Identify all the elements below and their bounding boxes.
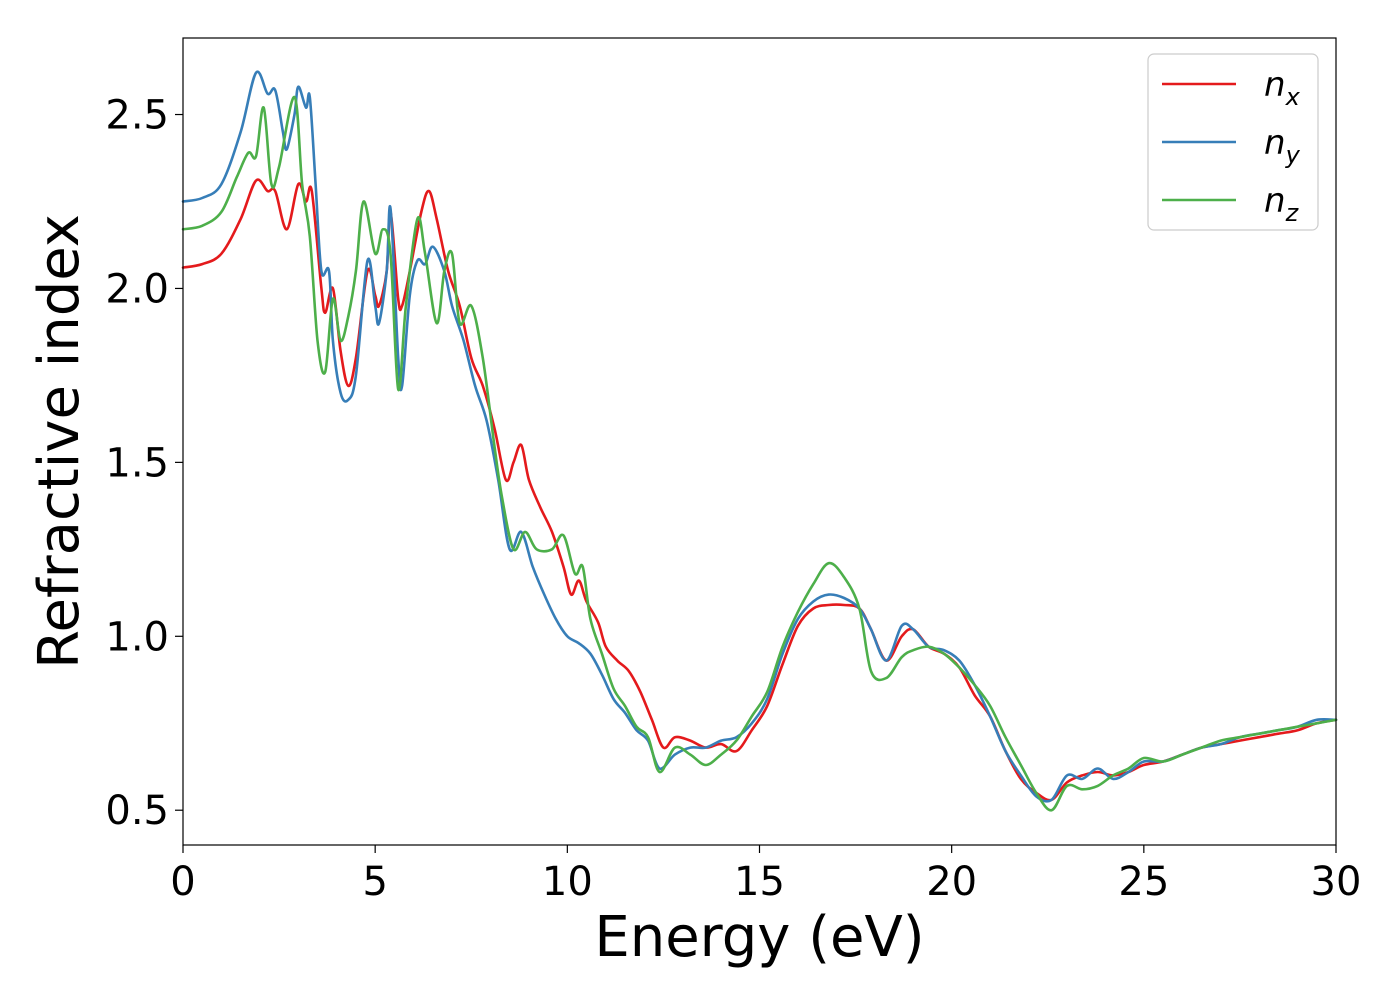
y-tick-label: 0.5 — [105, 788, 169, 834]
x-tick-label: 20 — [926, 859, 977, 905]
y-tick-label: 1.0 — [105, 614, 169, 660]
x-tick-label: 30 — [1311, 859, 1362, 905]
x-tick-label: 10 — [542, 859, 593, 905]
y-tick-label: 1.5 — [105, 440, 169, 486]
y-axis-title: Refractive index — [27, 214, 92, 669]
y-tick-label: 2.5 — [105, 93, 169, 139]
x-tick-label: 0 — [170, 859, 195, 905]
legend-subscript: z — [1285, 199, 1300, 227]
legend-subscript: x — [1285, 83, 1301, 111]
y-axis: 0.5 1.0 1.5 2.0 2.5 — [105, 93, 183, 835]
y-tick-label: 2.0 — [105, 266, 169, 312]
x-axis-title: Energy (eV) — [594, 905, 924, 970]
legend-subscript: y — [1285, 141, 1301, 169]
x-axis: 0 5 10 15 20 25 30 — [170, 845, 1361, 905]
x-tick-label: 15 — [734, 859, 785, 905]
x-tick-label: 5 — [362, 859, 387, 905]
x-tick-label: 25 — [1118, 859, 1169, 905]
